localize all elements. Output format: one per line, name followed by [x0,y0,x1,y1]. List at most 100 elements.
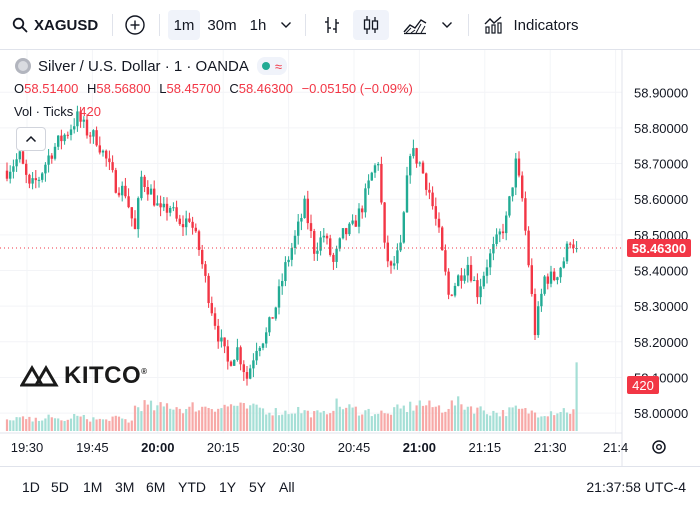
candle [489,248,492,276]
candle [95,126,98,147]
interval-1h-button[interactable]: 1h [244,10,272,40]
volume-bar [319,412,322,431]
collapse-legend-button[interactable] [16,127,46,151]
candle [188,212,191,224]
area-style-button[interactable] [398,10,432,40]
candle [73,118,76,134]
volume-bar [162,406,165,431]
candle [540,288,543,312]
candle [133,210,137,230]
candle [437,212,441,233]
volume-bar [428,400,431,431]
volume-bar [367,408,370,431]
volume-bar [460,404,463,431]
volume-bar [498,416,501,431]
candle [405,166,409,213]
range-all-button[interactable]: All [279,479,295,495]
volume-bar [412,410,415,431]
range-ytd-button[interactable]: YTD [178,479,206,495]
candle [137,196,140,238]
gear-icon [652,440,666,454]
candle [53,143,57,161]
volume-bar [9,420,12,431]
candle [105,149,108,167]
range-5y-button[interactable]: 5Y [249,479,267,495]
range-3m-button[interactable]: 3M [115,479,135,495]
toolbar-divider [112,14,113,36]
volume-bar [383,413,386,431]
volume-bar [239,402,242,431]
bottom-toolbar: 1D 5D 1M 3M 6M YTD 1Y 5Y All 21:37:58 UT… [0,466,700,510]
price-chart[interactable]: 58.9000058.8000058.7000058.6000058.50000… [0,50,700,466]
range-6m-button[interactable]: 6M [146,479,166,495]
volume-bar [332,410,335,431]
range-1d-button[interactable]: 1D [22,479,40,495]
candle [47,149,50,173]
volume-bar [149,400,153,431]
price-tick-label: 58.30000 [634,299,688,314]
axis-settings-button[interactable] [650,438,668,456]
status-glyph: ≈ [274,58,283,74]
market-status-badge[interactable]: ≈ [256,57,288,75]
candle [217,318,220,349]
time-tick-label: 20:15 [207,440,240,455]
candle [367,174,370,195]
time-tick-label: 19:30 [11,440,44,455]
candle [12,159,15,179]
volume-bar [197,410,201,431]
candle [207,273,210,308]
candle [79,106,82,128]
volume-bar [540,416,543,431]
price-tick-label: 58.00000 [634,406,688,421]
volume-bar [114,415,117,431]
kitco-mark-icon [20,365,59,387]
volume-bar [185,409,188,431]
volume-bar [511,407,514,431]
range-5d-button[interactable]: 5D [51,479,69,495]
volume-bar [524,408,527,431]
volume-bar [572,409,575,431]
compare-symbol-button[interactable] [120,10,150,40]
candle [482,271,485,290]
candle [85,114,89,139]
volume-bar [281,414,284,431]
candle [508,195,511,218]
toolbar-divider [159,14,160,36]
range-1y-button[interactable]: 1Y [219,479,237,495]
silver-coin-icon [15,58,31,74]
candle [156,195,159,206]
candle [194,223,197,233]
volume-bar [60,420,63,431]
volume-bar [76,415,79,431]
candle [124,177,127,199]
candle [127,188,130,209]
series-title: Silver / U.S. Dollar · 1 · OANDA [38,57,249,75]
volume-bar [543,416,546,431]
volume-bar [204,406,207,431]
price-axis[interactable]: 58.9000058.8000058.7000058.6000058.50000… [621,50,691,466]
time-axis[interactable]: 19:30 19:45 20:00 20:15 20:30 20:45 21:00 21:15… [0,432,628,455]
clock-timezone[interactable]: 21:37:58 UTC-4 [586,479,686,495]
volume-bar [409,401,412,431]
volume-bar [380,410,383,431]
interval-30m-button[interactable]: 30m [204,10,240,40]
candle [469,256,473,283]
candle [332,252,335,270]
volume-bar [191,402,194,431]
bars-style-button[interactable] [316,10,348,40]
interval-1m-button[interactable]: 1m [168,10,200,40]
volume-bar [354,406,357,431]
candle [533,288,537,340]
volume-bar [53,418,57,431]
candle [98,136,101,155]
candle [466,256,469,283]
candles-style-button[interactable] [353,10,389,40]
chart-style-dropdown-button[interactable] [437,10,457,40]
candle [185,210,188,236]
symbol-search-button[interactable]: XAGUSD [12,10,98,40]
indicators-button[interactable]: Indicators [478,10,584,40]
range-1m-button[interactable]: 1M [83,479,103,495]
candle [143,174,146,193]
interval-dropdown-button[interactable] [276,10,296,40]
volume-bar [265,414,268,431]
